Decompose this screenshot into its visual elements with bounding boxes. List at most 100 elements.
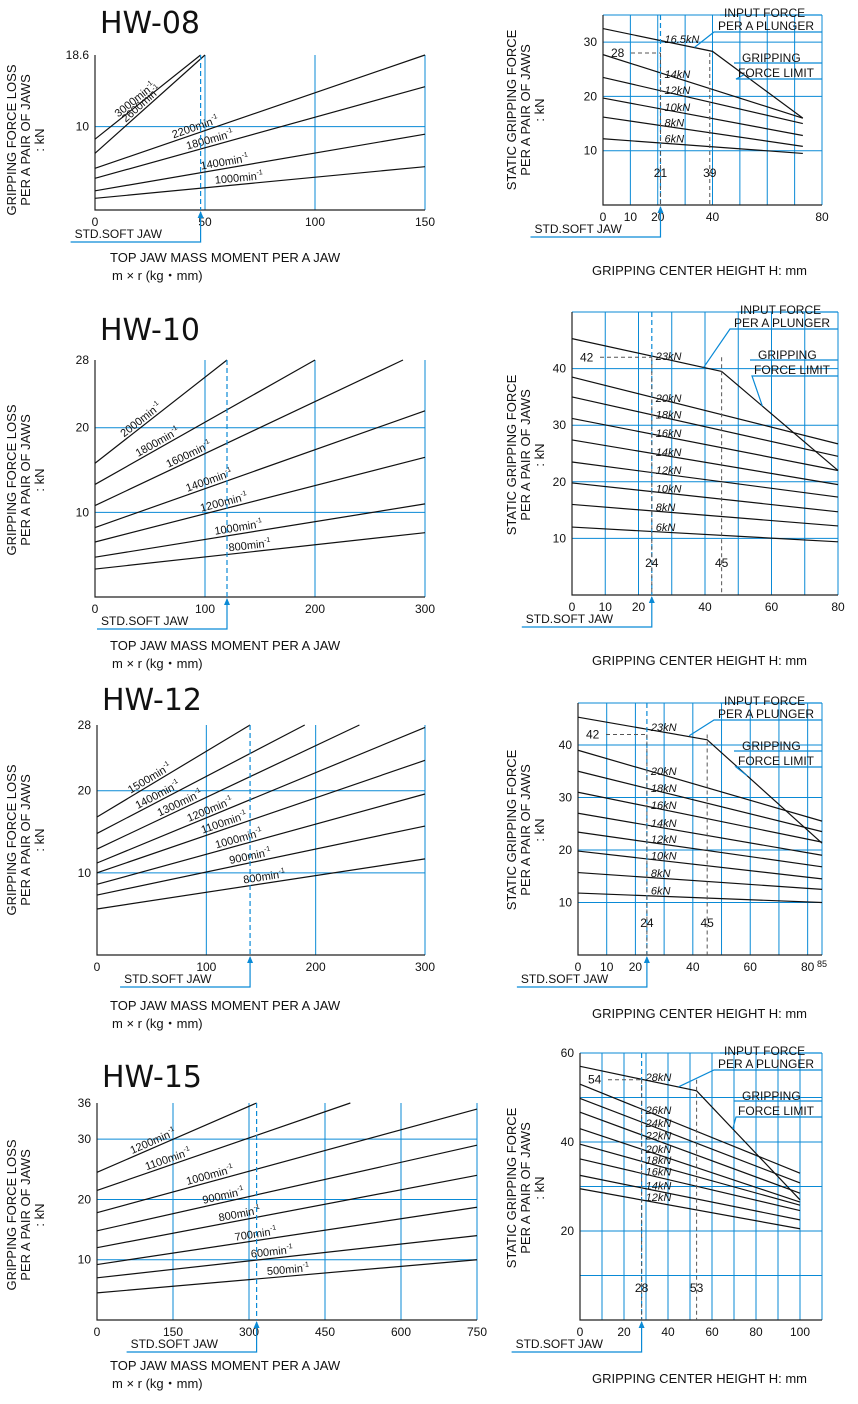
y-axis-label: GRIPPING FORCE LOSS PER A PAIR OF JAWS: k… <box>4 64 47 215</box>
x-tick-label: 100 <box>305 215 325 229</box>
y-tick-label: 30 <box>553 418 567 432</box>
y-axis-label-line: GRIPPING FORCE LOSS <box>4 764 19 915</box>
series-line <box>577 770 823 833</box>
y-axis-label-line: STATIC GRIPPING FORCE <box>504 29 519 190</box>
std-soft-jaw-arrow <box>253 1321 260 1328</box>
std-soft-jaw-label: STD.SOFT JAW <box>124 972 212 986</box>
input-force-label: INPUT FORCE <box>724 6 805 20</box>
std-soft-jaw-arrow <box>643 956 650 963</box>
y-tick-label: 10 <box>76 505 90 519</box>
y-axis-label: STATIC GRIPPING FORCE PER A PAIR OF JAWS:… <box>504 374 547 535</box>
series-line <box>94 456 426 543</box>
std-soft-jaw-arrow <box>648 596 655 603</box>
hw12-loss-chart: HW-12 0 100 200 300 10 20 28 GRIPPING FORCE LOSS… <box>4 683 435 1031</box>
series-line <box>571 482 839 513</box>
input-force-label-line2: PER A PLUNGER <box>718 19 814 33</box>
axes <box>602 15 822 206</box>
x-axis-label: TOP JAW MASS MOMENT PER A JAW <box>110 1358 341 1373</box>
std-soft-jaw-pointer <box>511 1322 643 1353</box>
series-label: 14kN <box>651 818 677 830</box>
input-force-label: INPUT FORCE <box>724 694 805 708</box>
hw12-static-chart: 0 10 20 40 60 80 85 10 20 30 40 STATIC GRIPPING FOR… <box>504 694 827 1021</box>
input-force-label: INPUT FORCE <box>740 303 821 317</box>
chart-title: HW-15 <box>102 1060 202 1095</box>
std-soft-jaw-pointer <box>516 957 648 988</box>
series-label: 800min-1 <box>228 537 272 555</box>
axes <box>579 1053 822 1321</box>
ref-value-label: 54 <box>588 1073 602 1087</box>
series-label: 16kN <box>656 428 682 440</box>
std-soft-jaw-pointer <box>70 212 202 243</box>
x-axis-label: GRIPPING CENTER HEIGHT H: mm <box>592 263 807 278</box>
series-line <box>96 724 360 850</box>
series-line <box>94 54 206 154</box>
series-line <box>577 871 823 890</box>
y-axis-label: GRIPPING FORCE LOSS PER A PAIR OF JAWS: k… <box>4 1139 47 1290</box>
y-tick-label: 18.6 <box>66 48 90 62</box>
y-tick-label: 40 <box>561 1135 575 1149</box>
x-tick-label: 40 <box>698 600 712 614</box>
series-line <box>96 1259 478 1294</box>
series-line <box>602 76 803 125</box>
ref-value-label: 42 <box>580 350 594 364</box>
series-label: 2000min-1 <box>118 400 164 440</box>
x-tick-label: 450 <box>315 1325 335 1339</box>
ref-value-label: 53 <box>690 1281 704 1295</box>
series-line <box>579 1188 801 1230</box>
y-axis-label-line: GRIPPING FORCE LOSS <box>4 1139 19 1290</box>
input-force-label-line2: PER A PLUNGER <box>718 1057 814 1071</box>
std-soft-jaw-pointer <box>126 1322 258 1353</box>
y-tick-label: 20 <box>76 421 90 435</box>
y-tick-label: 36 <box>78 1096 92 1110</box>
series-label: 28kN <box>645 1072 672 1084</box>
std-soft-jaw-arrow <box>657 206 664 213</box>
x-tick-label: 0 <box>92 602 99 616</box>
series-line <box>571 461 839 498</box>
std-soft-jaw-label: STD.SOFT JAW <box>131 1337 219 1351</box>
series-label: 18kN <box>651 783 677 795</box>
input-force-label-line2: PER A PLUNGER <box>734 316 830 330</box>
std-soft-jaw-arrow <box>197 211 204 218</box>
axes <box>571 312 838 596</box>
x-tick-label: 150 <box>415 215 435 229</box>
input-force-callout <box>678 1069 822 1088</box>
input-force-label-line2: PER A PLUNGER <box>718 707 814 721</box>
x-tick-label: 20 <box>632 600 646 614</box>
series-label: 1600min-1 <box>164 438 213 470</box>
std-soft-jaw-label: STD.SOFT JAW <box>526 612 614 626</box>
chart-title: HW-12 <box>102 683 202 718</box>
x-tick-label: 0 <box>94 960 101 974</box>
x-tick-label: 40 <box>661 1325 675 1339</box>
y-axis-label: STATIC GRIPPING FORCE PER A PAIR OF JAWS:… <box>504 29 547 190</box>
y-tick-label: 10 <box>78 1253 92 1267</box>
x-axis-label: TOP JAW MASS MOMENT PER A JAW <box>110 250 341 265</box>
x-tick-label: 20 <box>629 960 643 974</box>
x-tick-label: 60 <box>765 600 779 614</box>
series-line <box>571 376 839 445</box>
series-label: 22kN <box>645 1130 672 1142</box>
y-tick-label: 10 <box>553 531 567 545</box>
series-label: 12kN <box>664 85 690 97</box>
series-label: 23kN <box>650 722 677 734</box>
series-line <box>94 54 201 140</box>
series-label: 14kN <box>664 69 690 81</box>
x-tick-label: 300 <box>415 602 435 616</box>
x-axis-label-units: m × r (kg・mm) <box>112 656 203 671</box>
series-label: 1000min-1 <box>185 1163 235 1188</box>
force-limit-callout <box>734 766 822 777</box>
force-limit-label: GRIPPING <box>742 739 801 753</box>
force-limit-label-line2: FORCE LIMIT <box>754 363 831 377</box>
y-axis-label-line: STATIC GRIPPING FORCE <box>504 749 519 910</box>
series-label: 12kN <box>651 834 677 846</box>
series-line <box>602 27 804 119</box>
y-tick-label: 28 <box>78 718 92 732</box>
y-tick-label: 10 <box>559 896 573 910</box>
series-line <box>94 503 426 558</box>
series-label: 500min-1 <box>266 1261 309 1278</box>
y-axis-label: STATIC GRIPPING FORCE PER A PAIR OF JAWS:… <box>504 1107 547 1268</box>
x-axis-label-units: m × r (kg・mm) <box>112 268 203 283</box>
series-line <box>602 138 803 155</box>
series-line <box>579 1097 801 1184</box>
ref-value-label: 42 <box>586 728 600 742</box>
y-tick-label: 10 <box>76 120 90 134</box>
